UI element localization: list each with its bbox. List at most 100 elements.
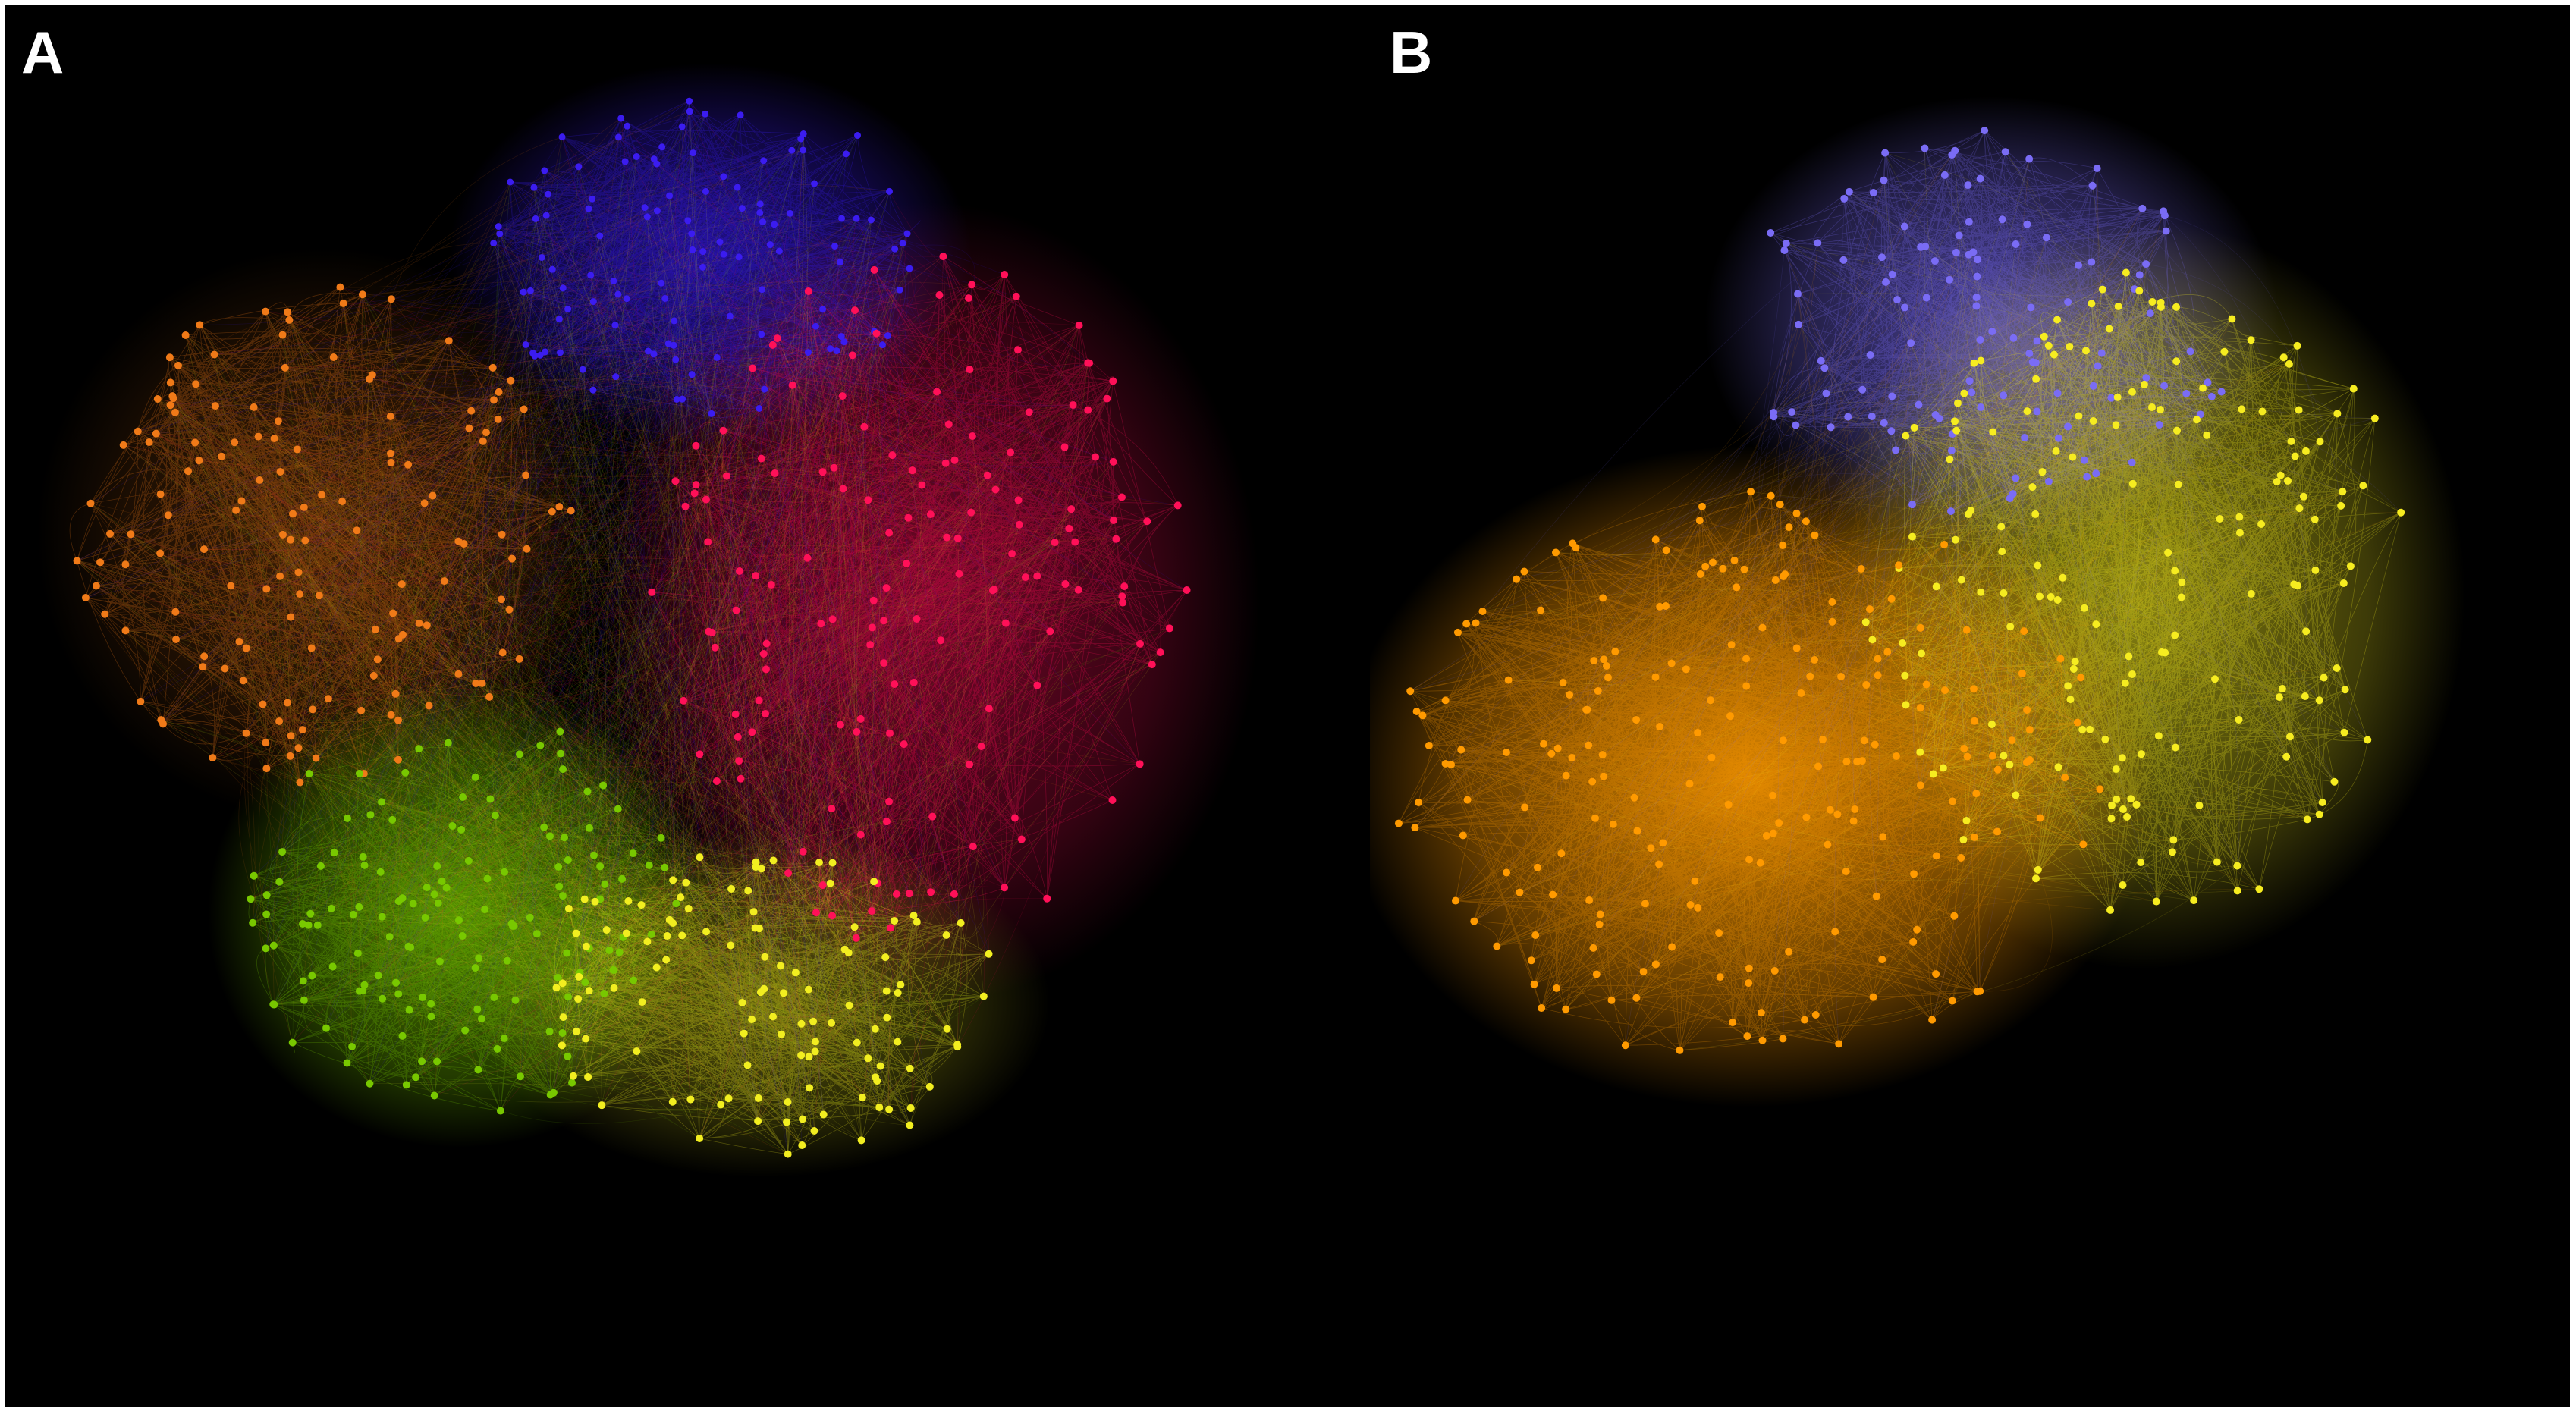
node-orange (121, 626, 130, 635)
node-orange (1916, 623, 1924, 632)
node-yellow (757, 865, 765, 873)
node-blue (737, 111, 744, 119)
node-magenta (702, 495, 710, 504)
node-orange (1993, 827, 2002, 836)
node-blue (545, 190, 551, 198)
node-orange (1963, 752, 1971, 761)
node-orange (195, 457, 203, 465)
node-lavender (2138, 204, 2147, 212)
node-yellow (682, 878, 690, 887)
node-magenta (939, 253, 947, 261)
node-magenta (868, 907, 876, 915)
node-orange (309, 705, 317, 714)
node-blue (819, 306, 827, 313)
node-lavender (1973, 272, 1981, 281)
node-yellow (638, 998, 646, 1006)
node-lavender (2088, 258, 2096, 266)
node-green (532, 930, 541, 938)
node-yellow (637, 901, 646, 909)
node-magenta (732, 606, 740, 614)
node-yellow (2106, 906, 2114, 914)
node-orange (1632, 716, 1641, 724)
node-yellow (696, 853, 704, 862)
node-orange (1459, 831, 1467, 840)
node-green (355, 769, 363, 777)
node-orange (278, 530, 287, 539)
node-magenta (888, 451, 897, 460)
node-yellow (2059, 573, 2067, 582)
node-lavender (1965, 218, 1973, 226)
node-orange (1758, 623, 1767, 632)
node-yellow (744, 887, 752, 895)
node-lavender (2128, 458, 2136, 466)
node-yellow (564, 905, 573, 913)
node-green (672, 900, 680, 908)
node-magenta (891, 680, 899, 689)
node-yellow (678, 931, 686, 940)
node-green (581, 978, 589, 987)
node-orange (1641, 900, 1649, 908)
node-lavender (2075, 261, 2083, 269)
node-magenta (1001, 271, 1009, 279)
node-orange (454, 670, 463, 678)
inter-edges-magenta-green (250, 256, 1161, 1111)
node-magenta (737, 774, 745, 783)
node-orange (270, 435, 278, 443)
node-orange (1478, 607, 1487, 615)
node-orange (1685, 780, 1694, 788)
node-yellow (2066, 343, 2074, 351)
node-magenta (870, 265, 878, 274)
node-orange (1824, 840, 1832, 849)
node-magenta (690, 489, 699, 498)
node-yellow (2113, 795, 2121, 803)
node-orange (498, 530, 506, 539)
node-lavender (2182, 389, 2191, 397)
node-yellow (2101, 735, 2109, 743)
node-orange (2018, 669, 2026, 677)
node-orange (242, 644, 250, 652)
node-orange (235, 637, 243, 645)
node-green (557, 749, 565, 758)
node-lavender (1981, 127, 1989, 135)
node-green (618, 874, 627, 883)
node-orange (92, 582, 100, 590)
node-yellow (1959, 836, 1968, 844)
community-orange-glow (1370, 445, 2159, 1107)
node-magenta (1007, 448, 1015, 457)
node-blue (589, 298, 597, 306)
node-yellow (953, 1043, 962, 1051)
node-yellow (882, 987, 891, 995)
node-magenta (864, 496, 872, 504)
node-yellow (2238, 405, 2246, 413)
node-magenta (928, 812, 937, 821)
node-green (457, 825, 466, 834)
node-blue (761, 385, 768, 393)
node-lavender (2012, 240, 2020, 249)
node-yellow (2080, 604, 2088, 612)
node-lavender (1968, 388, 1976, 397)
node-orange (227, 582, 235, 590)
node-orange (298, 726, 306, 734)
node-magenta (1084, 359, 1092, 367)
node-orange (1971, 717, 1979, 725)
node-magenta (955, 570, 963, 578)
node-blue (507, 178, 514, 186)
node-orange (485, 692, 494, 701)
node-blue (679, 395, 686, 403)
node-lavender (2092, 469, 2100, 478)
node-yellow (1965, 510, 1973, 519)
node-yellow (2349, 385, 2358, 393)
node-yellow (909, 912, 918, 920)
node-orange (387, 711, 395, 719)
node-magenta (799, 847, 807, 856)
node-orange (404, 460, 413, 469)
node-orange (200, 652, 209, 661)
node-lavender (2033, 337, 2041, 345)
node-lavender (1869, 188, 1877, 196)
node-orange (1425, 741, 1433, 749)
node-orange (1726, 712, 1734, 721)
node-orange (1883, 648, 1892, 656)
node-blue (520, 288, 527, 296)
node-magenta (711, 643, 719, 652)
node-magenta (950, 456, 959, 464)
